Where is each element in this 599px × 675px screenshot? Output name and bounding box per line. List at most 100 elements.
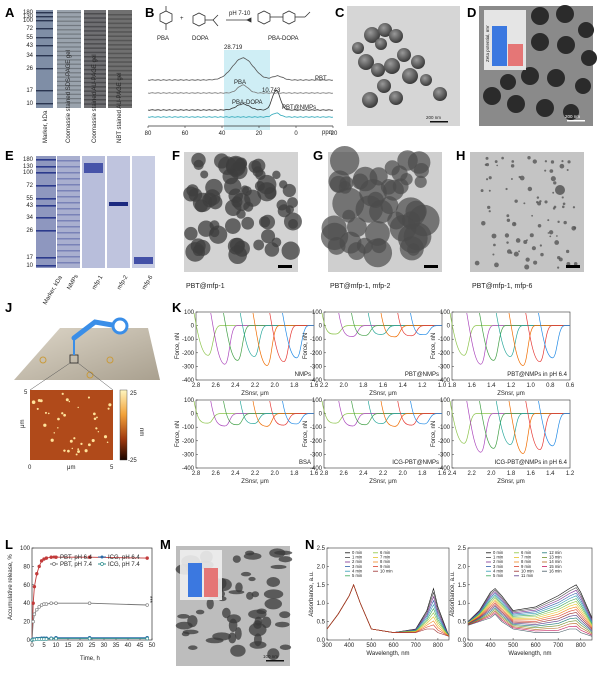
release-point — [145, 636, 149, 641]
zeta-bar-2 — [508, 44, 523, 66]
small-particle — [562, 205, 565, 209]
aggregate-blob — [255, 169, 266, 181]
aggregate-blob — [194, 239, 211, 256]
sds-band — [57, 63, 81, 65]
sds-band — [57, 80, 81, 82]
abs-legend-label: 10 min — [380, 568, 393, 573]
gel-e-lane-marker — [36, 156, 56, 268]
small-particle — [491, 233, 497, 239]
abs-legend-label: 12 min — [549, 550, 562, 555]
mw-tick-e: 26 — [26, 228, 33, 234]
force-xlabel: ZSnsr, μm — [369, 479, 396, 485]
force-ylabel: Force, nN — [175, 421, 181, 447]
force-plot-frame — [451, 399, 571, 469]
spectrum-line — [467, 597, 593, 625]
force-xtick-label: 1.6 — [379, 383, 388, 389]
force-curve — [367, 400, 442, 424]
force-curve — [223, 312, 314, 361]
mw-tick-a: 130 — [23, 14, 34, 20]
afm-spot — [53, 432, 55, 434]
force-curve — [410, 312, 442, 336]
aggregate-blob — [261, 229, 276, 244]
panel-letter-n: N — [305, 537, 314, 552]
small-particle — [493, 243, 496, 247]
force-xtick-label: 1.4 — [546, 471, 555, 477]
aggregate-blob — [253, 239, 265, 251]
scale-bar-d — [567, 120, 585, 122]
m-inset-bar-1 — [188, 563, 202, 597]
nbt-band — [108, 31, 132, 33]
marker-band-e — [36, 205, 56, 207]
dopa-ring-icon — [192, 12, 206, 27]
mw-tick-a: 43 — [26, 43, 33, 49]
sds-band — [57, 102, 81, 104]
nmr-axis-ticks: 80 60 40 20 0 -20 — [145, 126, 338, 137]
force-subplot-title: PBT@NMPs — [405, 372, 439, 378]
release-ytick-label: 40 — [23, 601, 30, 607]
force-curve — [210, 400, 314, 427]
spectrum-line — [467, 589, 593, 623]
afm-spot — [97, 430, 100, 433]
tem-m-blob — [248, 576, 256, 582]
sds-band — [57, 29, 81, 31]
afm-spot — [106, 441, 109, 444]
aggregate-blob — [222, 168, 239, 185]
abs-xtick-label: 500 — [366, 643, 377, 649]
afm-spot — [31, 400, 36, 404]
aggregate-blob — [281, 241, 300, 260]
marker-band-e — [36, 198, 56, 200]
release-point — [44, 637, 49, 641]
nmps-band — [57, 208, 80, 210]
afm-spot — [36, 407, 39, 410]
afm-cantilever-icon — [71, 319, 121, 341]
tem-m-blob — [195, 609, 205, 615]
afm-ylabel: μm — [20, 420, 26, 428]
force-ytick-label: -100 — [310, 337, 323, 343]
afm-x0: 0 — [28, 465, 32, 471]
afm-spot — [65, 398, 69, 402]
force-xtick-label: 1.6 — [467, 383, 476, 389]
force-xtick-label: 0.8 — [546, 383, 555, 389]
peak-1-label: 28.719 — [224, 45, 243, 51]
small-particle — [552, 191, 555, 194]
release-point — [54, 636, 58, 641]
nbt-band — [108, 26, 132, 29]
mw-tick-a: 34 — [26, 53, 33, 59]
nanoparticle-dark — [563, 104, 579, 120]
mw-tick-e: 180 — [23, 157, 34, 163]
panel-m-tem: 100 nm — [175, 546, 293, 666]
force-xtick-label: 1.8 — [290, 471, 299, 477]
tem-m-blob — [188, 645, 198, 650]
abs-ytick-label: 1.5 — [317, 583, 326, 589]
force-curve — [410, 400, 442, 425]
nanoparticle-dark — [581, 50, 597, 66]
gel-lane-marker — [36, 10, 53, 108]
force-curve — [538, 312, 570, 359]
nmr-tick-label: -20 — [329, 131, 338, 137]
aggregate-blob — [285, 205, 294, 214]
force-ytick-label: -300 — [310, 452, 323, 458]
nanoparticle-dark — [575, 78, 591, 94]
au-band — [84, 64, 106, 67]
afm-x5: 5 — [110, 465, 114, 471]
tem-m-blob — [232, 555, 241, 563]
aggregate-blob — [339, 176, 354, 191]
small-particle — [488, 189, 491, 192]
abs-ylabel: Absorbance, a.u. — [309, 571, 315, 617]
mw-tick-e: 17 — [26, 255, 33, 261]
force-xlabel: ZSnsr, μm — [241, 391, 268, 397]
force-curve — [338, 312, 442, 337]
nanoparticle — [375, 38, 387, 50]
force-xtick-label: 2.4 — [231, 471, 240, 477]
spectrum-line — [467, 600, 593, 628]
force-xtick-label: 2.2 — [251, 383, 260, 389]
release-xtick-label: 5 — [42, 643, 46, 649]
force-xtick-label: 2.0 — [487, 471, 496, 477]
abs-legend-label: 6 min — [380, 550, 391, 555]
nmr-tick-label: 60 — [182, 131, 189, 137]
au-band — [84, 81, 106, 84]
